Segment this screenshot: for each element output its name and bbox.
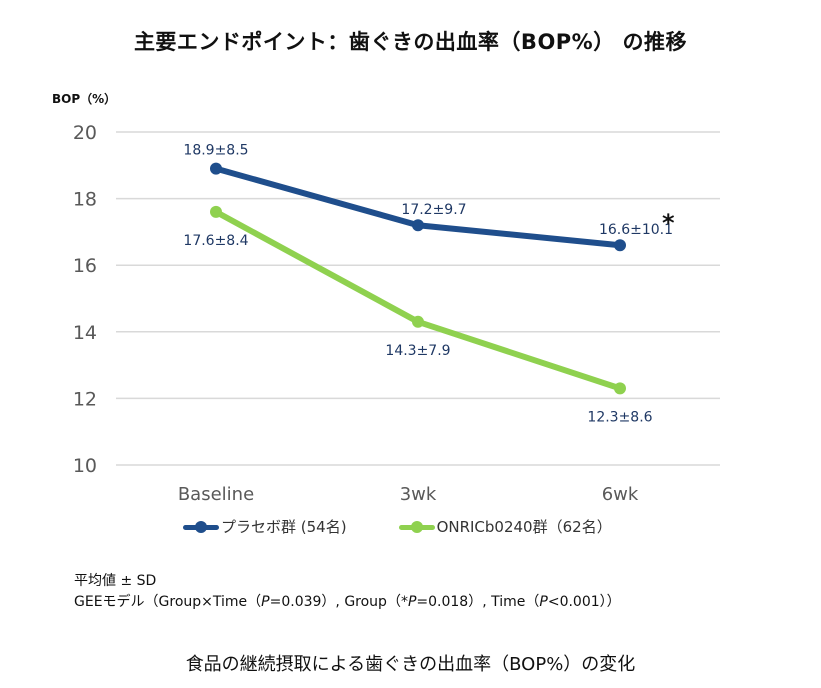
- legend: プラセボ群 (54名) ONRICb0240群（62名）: [183, 516, 612, 537]
- data-point-active: [412, 315, 424, 328]
- note-text: =0.018）, Time（: [416, 594, 540, 610]
- x-tick-label: 6wk: [602, 484, 639, 505]
- data-label-active: 17.6±8.4: [183, 233, 248, 249]
- note-gee-model: GEEモデル（Group×Time（P=0.039）, Group（*P=0.0…: [74, 591, 621, 611]
- y-tick-label: 18: [73, 189, 97, 211]
- gridlines: [116, 131, 720, 466]
- data-point-placebo: [210, 162, 222, 175]
- note-p-italic: P: [261, 594, 270, 610]
- legend-item-placebo: プラセボ群 (54名): [183, 516, 347, 537]
- note-p-italic: P: [539, 594, 548, 610]
- data-label-active: 14.3±7.9: [385, 343, 450, 359]
- significance-asterisk: *: [662, 209, 675, 237]
- legend-swatch-placebo: [183, 520, 219, 534]
- data-label-active: 12.3±8.6: [587, 409, 652, 425]
- x-axis-ticks: Baseline 3wk 6wk: [178, 484, 639, 505]
- data-labels: 18.9±8.5 17.2±9.7 16.6±10.1 17.6±8.4 14.3±7.…: [183, 143, 675, 426]
- figure-caption: 食品の継続摂取による歯ぐきの出血率（BOP%）の変化: [185, 654, 636, 675]
- y-tick-label: 16: [73, 255, 97, 277]
- x-tick-label: 3wk: [400, 484, 437, 505]
- y-tick-label: 12: [73, 388, 97, 410]
- legend-label-placebo: プラセボ群 (54名): [221, 518, 347, 536]
- legend-label-active: ONRICb0240群（62名）: [436, 518, 612, 536]
- note-text: =0.039）, Group（*: [269, 594, 408, 610]
- legend-swatch-active: [398, 520, 435, 534]
- note-text: GEEモデル（Group×Time（: [74, 594, 262, 610]
- data-label-placebo: 17.2±9.7: [401, 202, 466, 218]
- data-point-placebo: [614, 239, 626, 252]
- data-point-placebo: [412, 219, 424, 232]
- y-tick-label: 20: [73, 122, 97, 144]
- data-label-placebo: 16.6±10.1: [599, 222, 673, 238]
- note-text: <0.001））: [547, 594, 621, 610]
- note-p-italic: P: [407, 594, 417, 610]
- y-tick-label: 10: [73, 455, 97, 477]
- data-label-placebo: 18.9±8.5: [183, 143, 248, 159]
- y-axis-label: BOP（%）: [52, 92, 117, 106]
- data-point-active: [210, 205, 222, 218]
- x-tick-label: Baseline: [178, 484, 254, 505]
- chart-title: 主要エンドポイント：歯ぐきの出血率（BOP%） の推移: [133, 30, 688, 54]
- series-group: [210, 162, 626, 395]
- y-tick-label: 14: [73, 322, 97, 344]
- legend-item-active: ONRICb0240群（62名）: [398, 516, 612, 537]
- data-point-active: [614, 382, 626, 395]
- note-mean-sd: 平均値 ± SD: [74, 573, 157, 589]
- y-axis-ticks: 10 12 14 16 18 20: [73, 122, 97, 477]
- line-chart: 10 12 14 16 18 20 Baseline 3wk 6wk 18.9±8.5 17.2…: [73, 122, 720, 505]
